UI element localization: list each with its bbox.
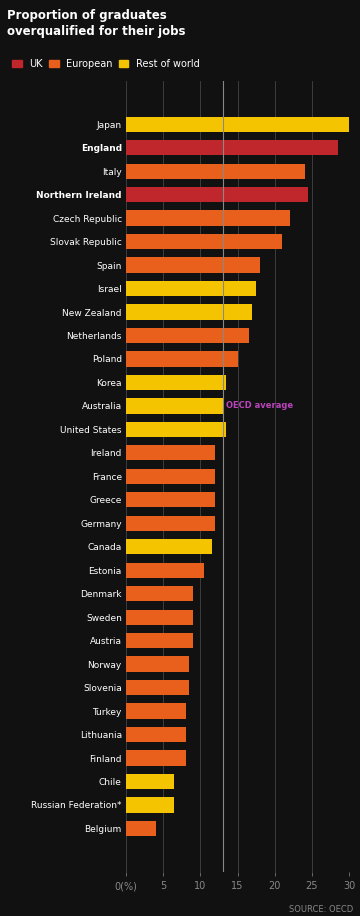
- Bar: [126, 797, 174, 812]
- Bar: [126, 633, 193, 649]
- Bar: [126, 727, 185, 742]
- Text: SOURCE: OECD: SOURCE: OECD: [289, 905, 353, 914]
- Bar: [126, 234, 282, 249]
- Bar: [126, 398, 223, 413]
- Bar: [126, 469, 215, 484]
- Bar: [126, 164, 305, 179]
- Legend: UK, European, Rest of world: UK, European, Rest of world: [12, 60, 200, 69]
- Bar: [126, 421, 226, 437]
- Bar: [126, 328, 249, 344]
- Bar: [126, 304, 252, 320]
- Bar: [126, 352, 238, 366]
- Bar: [126, 750, 185, 766]
- Bar: [126, 211, 290, 225]
- Bar: [126, 680, 189, 695]
- Bar: [126, 492, 215, 507]
- Bar: [126, 540, 212, 554]
- Bar: [126, 657, 189, 671]
- Bar: [126, 703, 185, 719]
- Bar: [126, 281, 256, 296]
- Bar: [126, 516, 215, 531]
- Text: OECD average: OECD average: [226, 401, 293, 410]
- Bar: [126, 774, 174, 789]
- Bar: [126, 116, 349, 132]
- Bar: [126, 187, 308, 202]
- Bar: [126, 140, 338, 156]
- Bar: [126, 257, 260, 273]
- Bar: [126, 375, 226, 390]
- Bar: [126, 609, 193, 625]
- Bar: [126, 586, 193, 601]
- Bar: [126, 445, 215, 461]
- Bar: [126, 562, 204, 578]
- Text: Proportion of graduates
overqualified for their jobs: Proportion of graduates overqualified fo…: [7, 9, 186, 38]
- Bar: [126, 821, 156, 836]
